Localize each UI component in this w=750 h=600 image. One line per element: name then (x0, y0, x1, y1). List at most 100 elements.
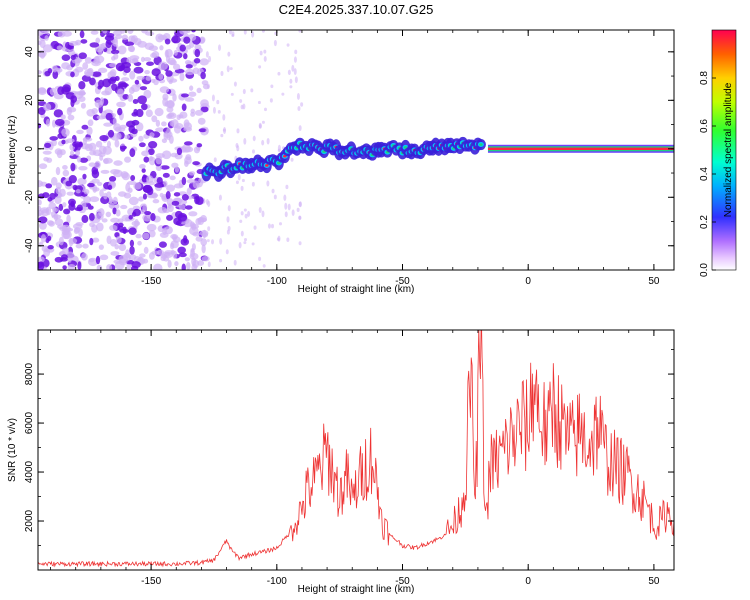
spectral-speckle-faint (261, 120, 265, 124)
spectral-speckle (61, 128, 70, 137)
spectral-speckle (164, 38, 171, 45)
spectral-speckle (194, 196, 200, 205)
spectral-speckle (143, 57, 152, 62)
spectral-speckle-faint (251, 149, 255, 154)
spectral-speckle (162, 227, 167, 235)
spectral-speckle (114, 139, 120, 148)
spectral-speckle (50, 211, 56, 218)
spectral-speckle (128, 59, 139, 64)
spectral-speckle (67, 114, 75, 121)
spectral-speckle (177, 246, 186, 254)
spectral-speckle-faint (270, 223, 274, 229)
spectral-speckle-faint (269, 98, 273, 103)
spectral-speckle-faint (242, 88, 246, 95)
snr-y-axis-label: SNR (10 * v/v) (7, 418, 18, 482)
spectral-speckle (131, 261, 141, 269)
spectral-speckle (50, 176, 58, 186)
spectral-speckle-faint (207, 200, 211, 207)
spectral-speckle (144, 211, 152, 216)
spectral-speckle (132, 99, 139, 104)
spectral-speckle (99, 135, 109, 142)
spectral-speckle (156, 177, 163, 184)
spectral-speckle (123, 192, 132, 199)
spectral-speckle (68, 238, 74, 247)
spectral-speckle (80, 39, 88, 44)
spectral-speckle (131, 112, 139, 117)
spectral-speckle (151, 51, 160, 59)
spectral-speckle-faint (263, 56, 267, 62)
spectral-speckle (81, 214, 89, 224)
spectral-speckle (167, 203, 172, 209)
ridge-blob-core (479, 143, 483, 146)
spectral-speckle (89, 237, 94, 246)
spectral-speckle (134, 79, 140, 85)
spectral-speckle (45, 183, 53, 189)
x-tick-label: 50 (648, 576, 660, 587)
tone-band-core (487, 147, 674, 150)
spectral-speckle (143, 89, 152, 99)
spectral-speckle (197, 260, 205, 266)
spectral-speckle (77, 261, 82, 270)
spectral-speckle-faint (267, 223, 271, 229)
spectral-speckle (70, 162, 76, 172)
spectral-speckle (55, 166, 61, 176)
spectral-speckle (163, 131, 169, 140)
spectral-speckle (97, 79, 105, 88)
spectral-speckle (163, 251, 173, 259)
spectral-speckle-faint (213, 157, 217, 163)
spectral-speckle (108, 176, 117, 182)
spectral-speckle (167, 57, 176, 65)
spectral-speckle (88, 212, 95, 221)
colorbar-tick-label: 0.4 (699, 167, 710, 181)
spectral-speckle (94, 46, 104, 53)
spectral-speckle (102, 145, 112, 155)
spectral-speckle-faint (252, 135, 256, 142)
spectral-speckle-faint (273, 39, 277, 47)
spectral-speckle-faint (240, 230, 244, 237)
spectral-speckle (161, 121, 167, 127)
spectral-speckle-faint (243, 208, 247, 212)
spectral-speckle-faint (237, 174, 241, 181)
spectral-speckle-faint (226, 65, 230, 73)
spectral-speckle (89, 77, 96, 86)
spectral-speckle-faint (222, 128, 226, 132)
y-tick-label: -40 (24, 238, 35, 253)
spectral-speckle (75, 189, 81, 194)
spectral-speckle (70, 71, 75, 78)
spectral-speckle (128, 214, 133, 220)
spectral-speckle-faint (251, 181, 255, 187)
snr-y-ticks: 2000 4000 6000 8000 (24, 349, 674, 571)
spectral-speckle (45, 118, 51, 127)
spectral-speckle (197, 117, 206, 125)
spectral-speckle (62, 265, 67, 270)
spectral-speckle (196, 87, 202, 94)
spectral-speckle-faint (291, 64, 295, 72)
spectral-speckle (113, 160, 123, 166)
spectral-speckle (183, 36, 191, 44)
spectral-speckle (89, 196, 100, 203)
spectral-speckle (78, 90, 86, 96)
spectral-speckle (78, 165, 88, 171)
spectral-speckle-faint (236, 145, 240, 152)
spectral-speckle (42, 150, 52, 155)
spectral-speckle (162, 97, 169, 107)
ridge-blob-core (264, 164, 269, 167)
spectral-speckle (138, 196, 145, 202)
spectral-speckle-faint (263, 107, 267, 112)
snr-frame (37, 329, 675, 571)
spectral-speckle (153, 263, 163, 270)
spectral-speckle (172, 63, 181, 71)
spectral-speckle-faint (262, 264, 266, 268)
spectral-speckle (120, 204, 128, 210)
spectral-speckle (66, 214, 71, 224)
snr-marks (38, 330, 674, 568)
spectral-speckle (141, 168, 146, 173)
x-tick-label: 50 (648, 276, 660, 287)
spectral-speckle (105, 211, 112, 218)
spectral-speckle (51, 65, 58, 73)
spectral-speckle (103, 122, 113, 127)
spectral-speckle (199, 58, 209, 66)
spectral-speckle (181, 193, 189, 201)
spectral-speckle-faint (253, 225, 257, 230)
spectral-speckle (108, 202, 115, 209)
